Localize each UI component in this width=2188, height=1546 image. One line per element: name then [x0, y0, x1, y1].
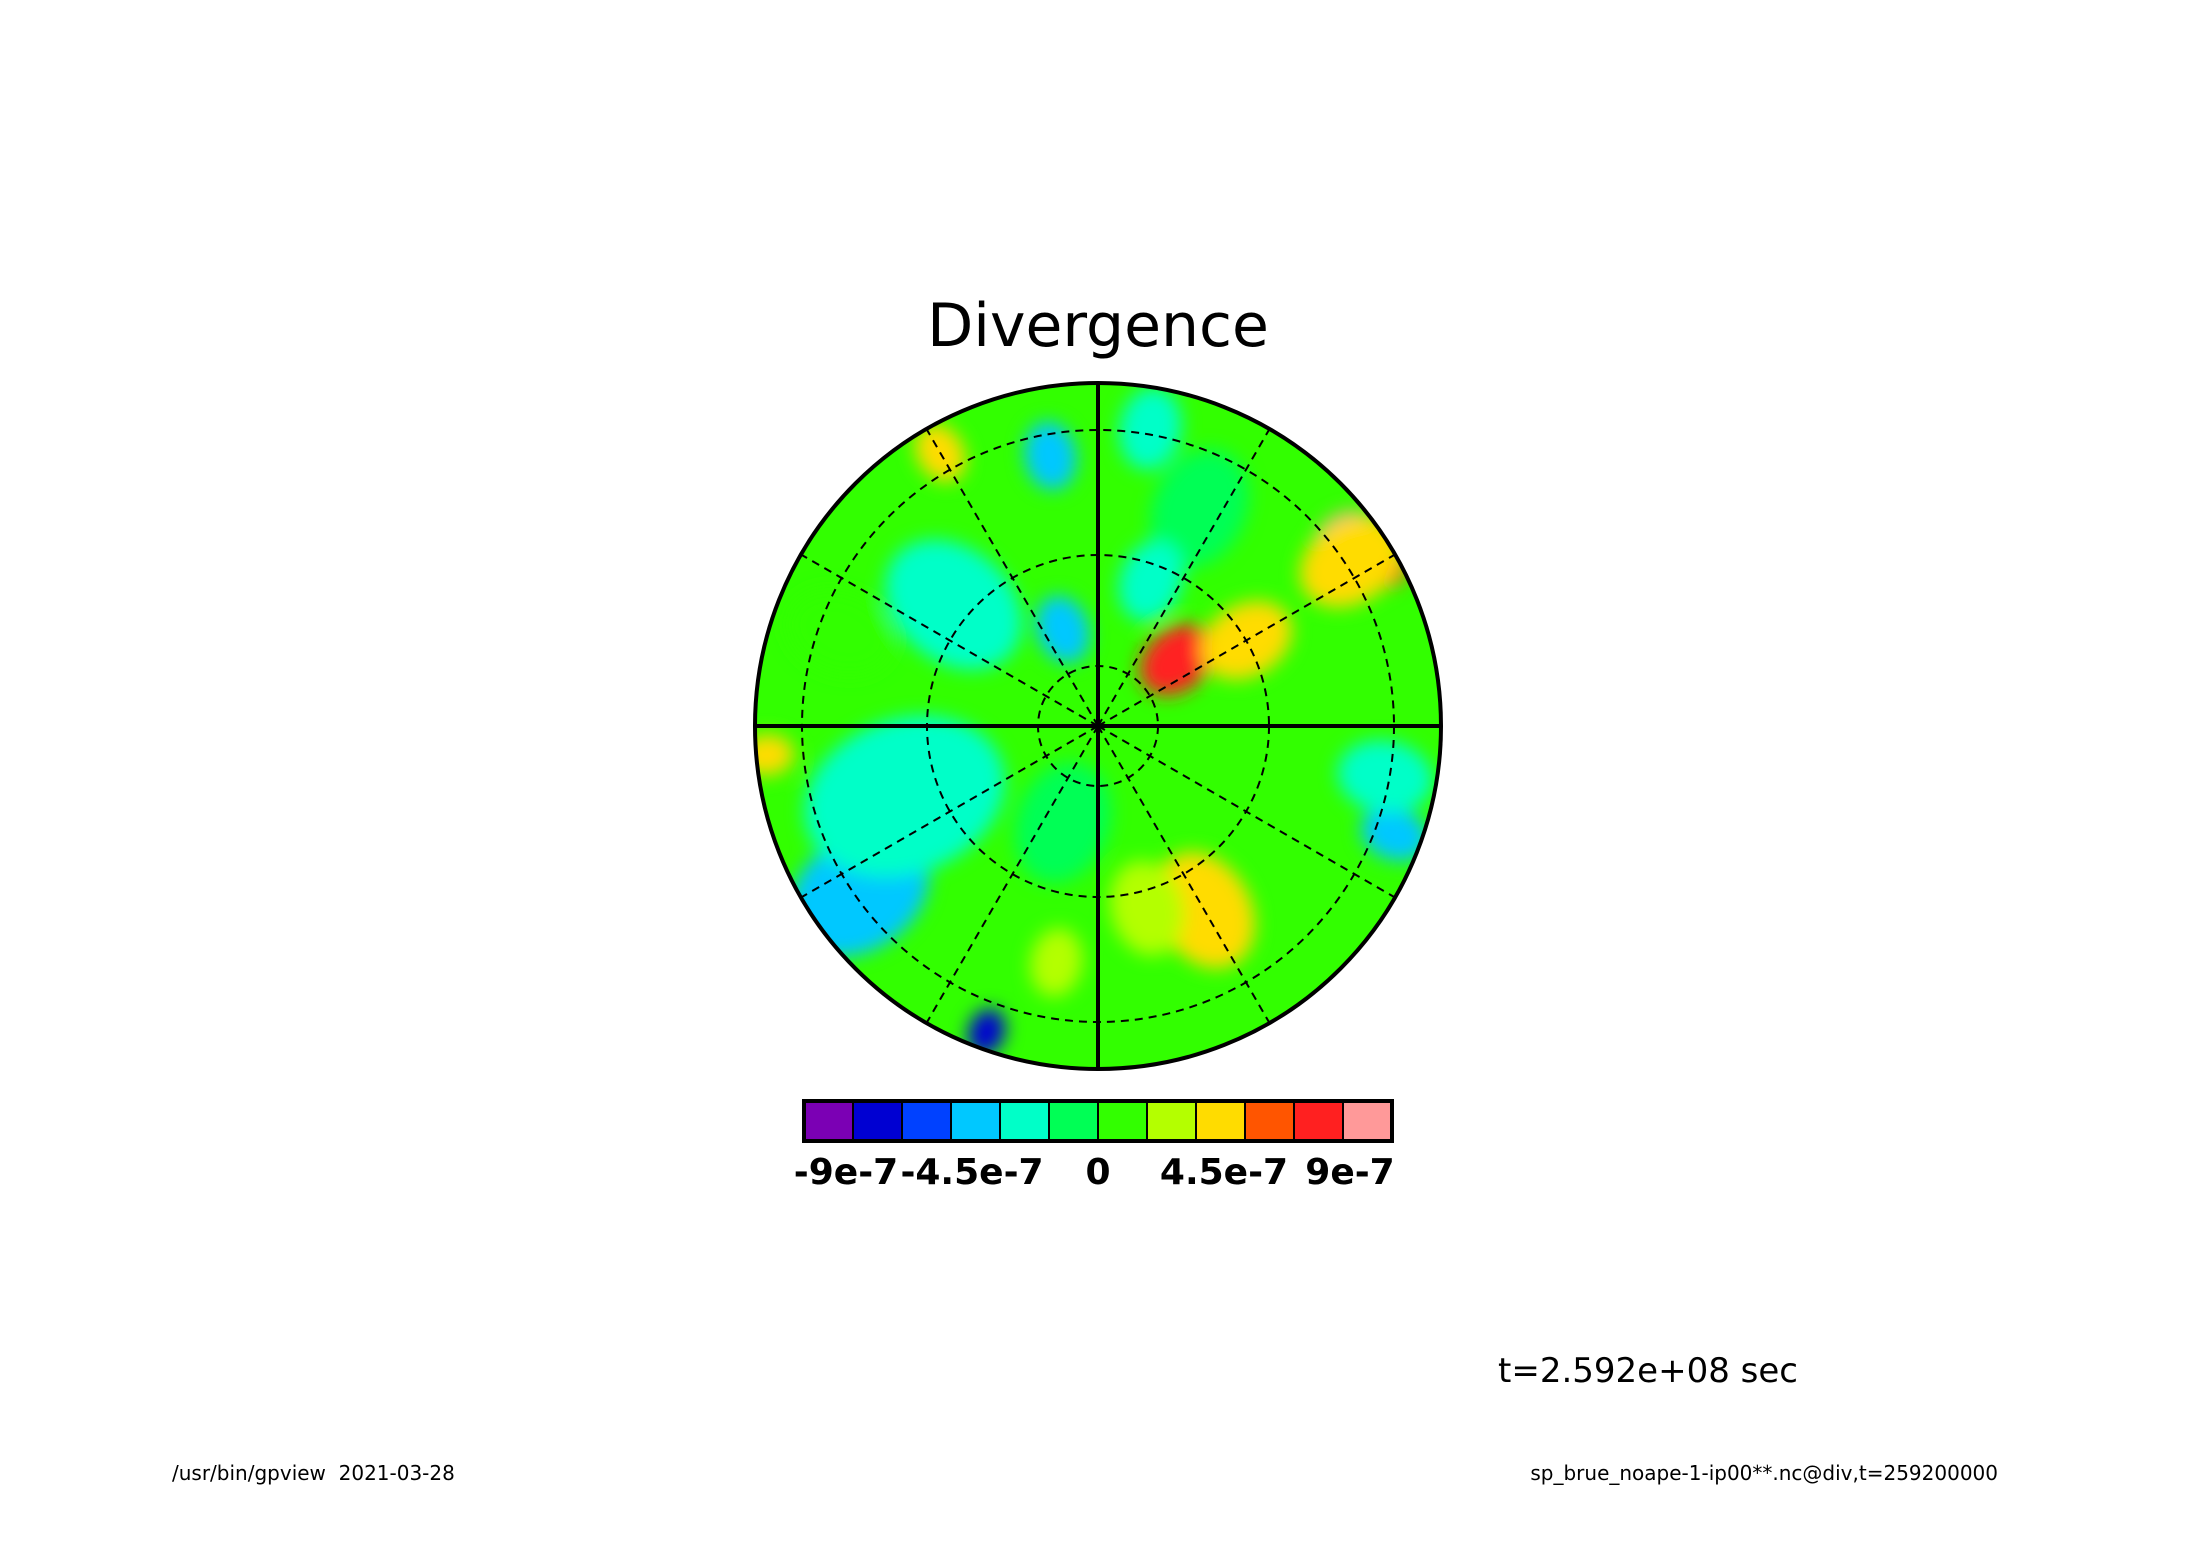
chart-title: Divergence [927, 291, 1269, 361]
meridian-lines [800, 428, 1396, 1024]
field-blob [1118, 540, 1184, 622]
field-blob [885, 539, 1022, 670]
field-blob [786, 589, 894, 676]
colorbar-tick-label: -9e-7 [794, 1152, 898, 1193]
field-blob [1035, 595, 1090, 663]
meridian-line [1097, 428, 1271, 727]
colorbar-tick-label: 0 [1085, 1152, 1110, 1193]
colorbar-cell [1342, 1100, 1393, 1142]
colorbar-cell [901, 1100, 952, 1142]
colorbar-tick-label: 4.5e-7 [1160, 1152, 1288, 1193]
colorbar-cell [803, 1100, 854, 1142]
colorbar-cell [950, 1100, 1001, 1142]
field-blob [1119, 387, 1182, 470]
colorbar-tick-label: -4.5e-7 [900, 1152, 1043, 1193]
colorbar-cell [1195, 1100, 1246, 1142]
colorbar [802, 1099, 1394, 1143]
field-blob [1024, 421, 1077, 490]
field-blob [1030, 928, 1083, 997]
colorbar-cell [1146, 1100, 1197, 1142]
meridian-line [925, 428, 1099, 727]
colorbar-tick-label: 9e-7 [1305, 1152, 1394, 1193]
field-blob [1299, 515, 1403, 608]
field-blob [804, 715, 1005, 877]
colorbar-cell [1244, 1100, 1295, 1142]
field-blob [1150, 449, 1249, 568]
field-blob [1014, 762, 1112, 883]
field-blob [1139, 624, 1215, 696]
field-contours [755, 387, 1433, 1056]
field-blob [1109, 860, 1184, 956]
time-label: t=2.592e+08 sec [1498, 1351, 1798, 1391]
meridian-line [925, 725, 1099, 1024]
colorbar-cell [852, 1100, 903, 1142]
meridian-line [1097, 553, 1396, 727]
field-blob [1337, 740, 1433, 814]
colorbar-frame [802, 1099, 1394, 1143]
meridian-line [1097, 725, 1396, 899]
meridian-line [800, 553, 1099, 727]
colorbar-cell [1048, 1100, 1099, 1142]
colorbar-tick-labels: -9e-7 -4.5e-7 0 4.5e-7 9e-7 [794, 1152, 1395, 1193]
colorbar-cell [999, 1100, 1050, 1142]
field-blob [967, 1008, 1006, 1056]
field-blob [755, 734, 794, 776]
colorbar-cell [1293, 1100, 1344, 1142]
field-blob [1361, 807, 1428, 861]
meridian-line [1097, 725, 1271, 1024]
map-boundary [753, 381, 1443, 1071]
footer-right: sp_brue_noape-1-ip00**.nc@div,t=25920000… [1530, 1461, 1998, 1485]
meridian-line [800, 725, 1099, 899]
colorbar-cell [1097, 1100, 1148, 1142]
map-grid [753, 381, 1443, 1071]
footer-left: /usr/bin/gpview 2021-03-28 [172, 1461, 455, 1485]
